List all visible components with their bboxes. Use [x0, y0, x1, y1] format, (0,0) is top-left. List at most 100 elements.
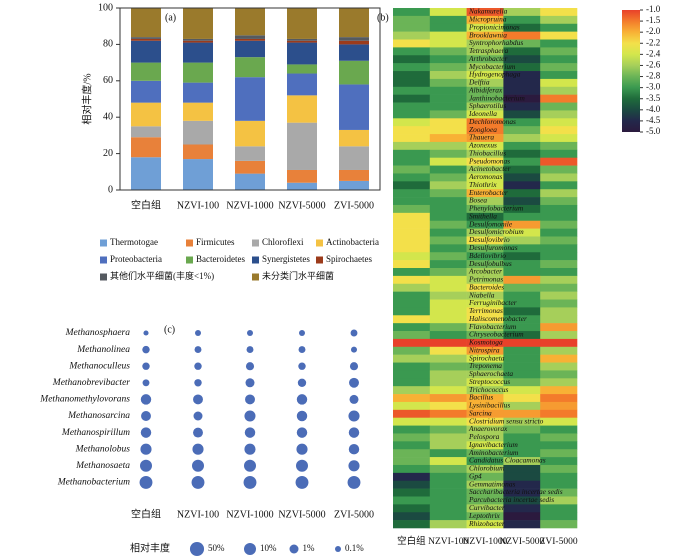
size-legend-label: 0.1%: [345, 543, 364, 553]
heat-cell: [393, 472, 431, 482]
heat-cell: [503, 386, 541, 395]
x-tick-label: NZVI-1000: [463, 537, 508, 547]
bar-segment: [287, 8, 317, 39]
heat-cell: [429, 15, 467, 25]
heat-cell: [503, 457, 541, 466]
heat-cell: [503, 472, 541, 482]
heat-cell: [540, 236, 578, 245]
heat-cell: [429, 283, 467, 292]
heat-cell: [540, 338, 578, 348]
heat-cell: [540, 457, 578, 466]
bar-segment: [339, 37, 369, 41]
bubble: [348, 410, 360, 422]
bar-segment: [131, 8, 161, 38]
size-legend-bubble: [335, 546, 341, 552]
heat-cell: [466, 220, 504, 229]
heat-cell: [540, 63, 578, 72]
row-label: Enterobacter: [468, 188, 508, 197]
heat-cell: [466, 433, 504, 442]
row-label: Lysinibacillus: [468, 401, 510, 410]
heat-cell: [540, 228, 578, 237]
heat-cell: [429, 488, 467, 497]
bar-segment: [287, 64, 317, 74]
heat-cell: [393, 449, 431, 458]
heat-cell: [429, 78, 467, 88]
heat-cell: [540, 449, 578, 458]
heat-cell: [429, 307, 467, 316]
heat-cell: [429, 63, 467, 72]
bar-segment: [131, 38, 161, 41]
heat-cell: [503, 141, 541, 151]
bar-segment: [131, 137, 161, 158]
heat-cell: [503, 110, 541, 119]
heat-cell: [429, 110, 467, 119]
legend-swatch: [100, 273, 107, 281]
heat-cell: [466, 86, 504, 95]
heat-cell: [393, 55, 431, 64]
heat-cell: [540, 409, 578, 418]
heat-cell: [503, 433, 541, 442]
heat-cell: [540, 362, 578, 371]
heat-cell: [503, 31, 541, 40]
bubble: [244, 427, 256, 438]
bubble: [246, 346, 254, 354]
heat-cell: [393, 23, 431, 32]
heat-cell: [393, 260, 431, 269]
heat-cell: [466, 354, 504, 363]
bubble: [244, 410, 256, 422]
heat-cell: [393, 15, 431, 25]
heat-cell: [540, 15, 578, 25]
row-label: Nitrospira: [468, 345, 500, 354]
legend-label: Thermotogae: [110, 237, 158, 247]
heat-cell: [540, 197, 578, 206]
heat-cell: [393, 126, 431, 135]
legend-swatch: [252, 239, 259, 247]
heat-cell: [466, 260, 504, 269]
row-label: Thiobacillus: [469, 148, 506, 157]
heat-cell: [429, 520, 467, 529]
row-label: Rhizobacter: [468, 519, 505, 528]
heat-cell: [466, 102, 504, 111]
heat-cell: [429, 236, 467, 245]
heat-cell: [540, 165, 578, 174]
row-label: Smithella: [469, 211, 497, 220]
row-label: Tetrasphaera: [469, 46, 508, 55]
size-legend-label: 1%: [303, 543, 316, 553]
bar-segment: [339, 129, 369, 147]
heat-cell: [466, 472, 504, 482]
bar-segment: [131, 80, 161, 103]
heat-cell: [540, 157, 578, 166]
heat-cell: [393, 236, 431, 245]
heat-cell: [503, 86, 541, 95]
x-tick-label: 空白组: [397, 535, 426, 547]
heat-cell: [393, 212, 431, 222]
bubble: [142, 345, 150, 354]
heat-cell: [429, 212, 467, 222]
heat-cell: [466, 228, 504, 237]
bar-segment: [287, 169, 317, 183]
legend-label: Chloroflexi: [262, 237, 304, 247]
heat-cell: [540, 268, 578, 277]
bubble: [192, 443, 204, 455]
heat-cell: [393, 378, 431, 387]
heat-cell: [503, 520, 541, 529]
row-label: Curvibacter: [469, 503, 505, 512]
colorbar-tick-label: -4.5: [646, 115, 661, 125]
heat-cell: [393, 496, 431, 505]
bar-segment: [287, 122, 317, 170]
heat-cell: [466, 362, 504, 371]
heat-cell: [503, 401, 541, 411]
heat-cell: [466, 409, 504, 418]
row-label: Gp4: [469, 471, 482, 480]
heat-cell: [503, 409, 541, 418]
heat-cell: [540, 86, 578, 95]
bubble: [141, 411, 151, 421]
heat-cell: [429, 126, 467, 135]
heat-cell: [429, 118, 467, 127]
heat-cell: [393, 441, 431, 450]
bar-segment: [287, 40, 317, 43]
row-label: Haliscomenobacter: [468, 314, 527, 323]
heat-cell: [393, 504, 431, 513]
row-label: Methanomethylovorans: [39, 395, 130, 405]
heat-cell: [393, 315, 431, 324]
